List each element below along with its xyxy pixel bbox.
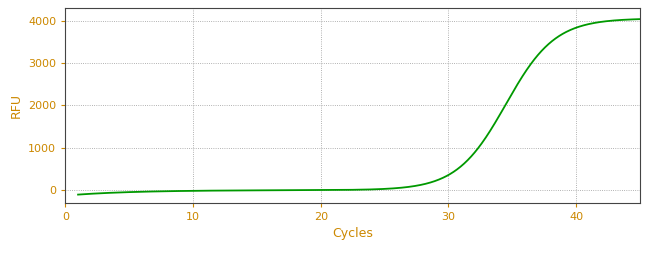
Y-axis label: RFU: RFU — [10, 93, 23, 118]
X-axis label: Cycles: Cycles — [332, 228, 373, 240]
